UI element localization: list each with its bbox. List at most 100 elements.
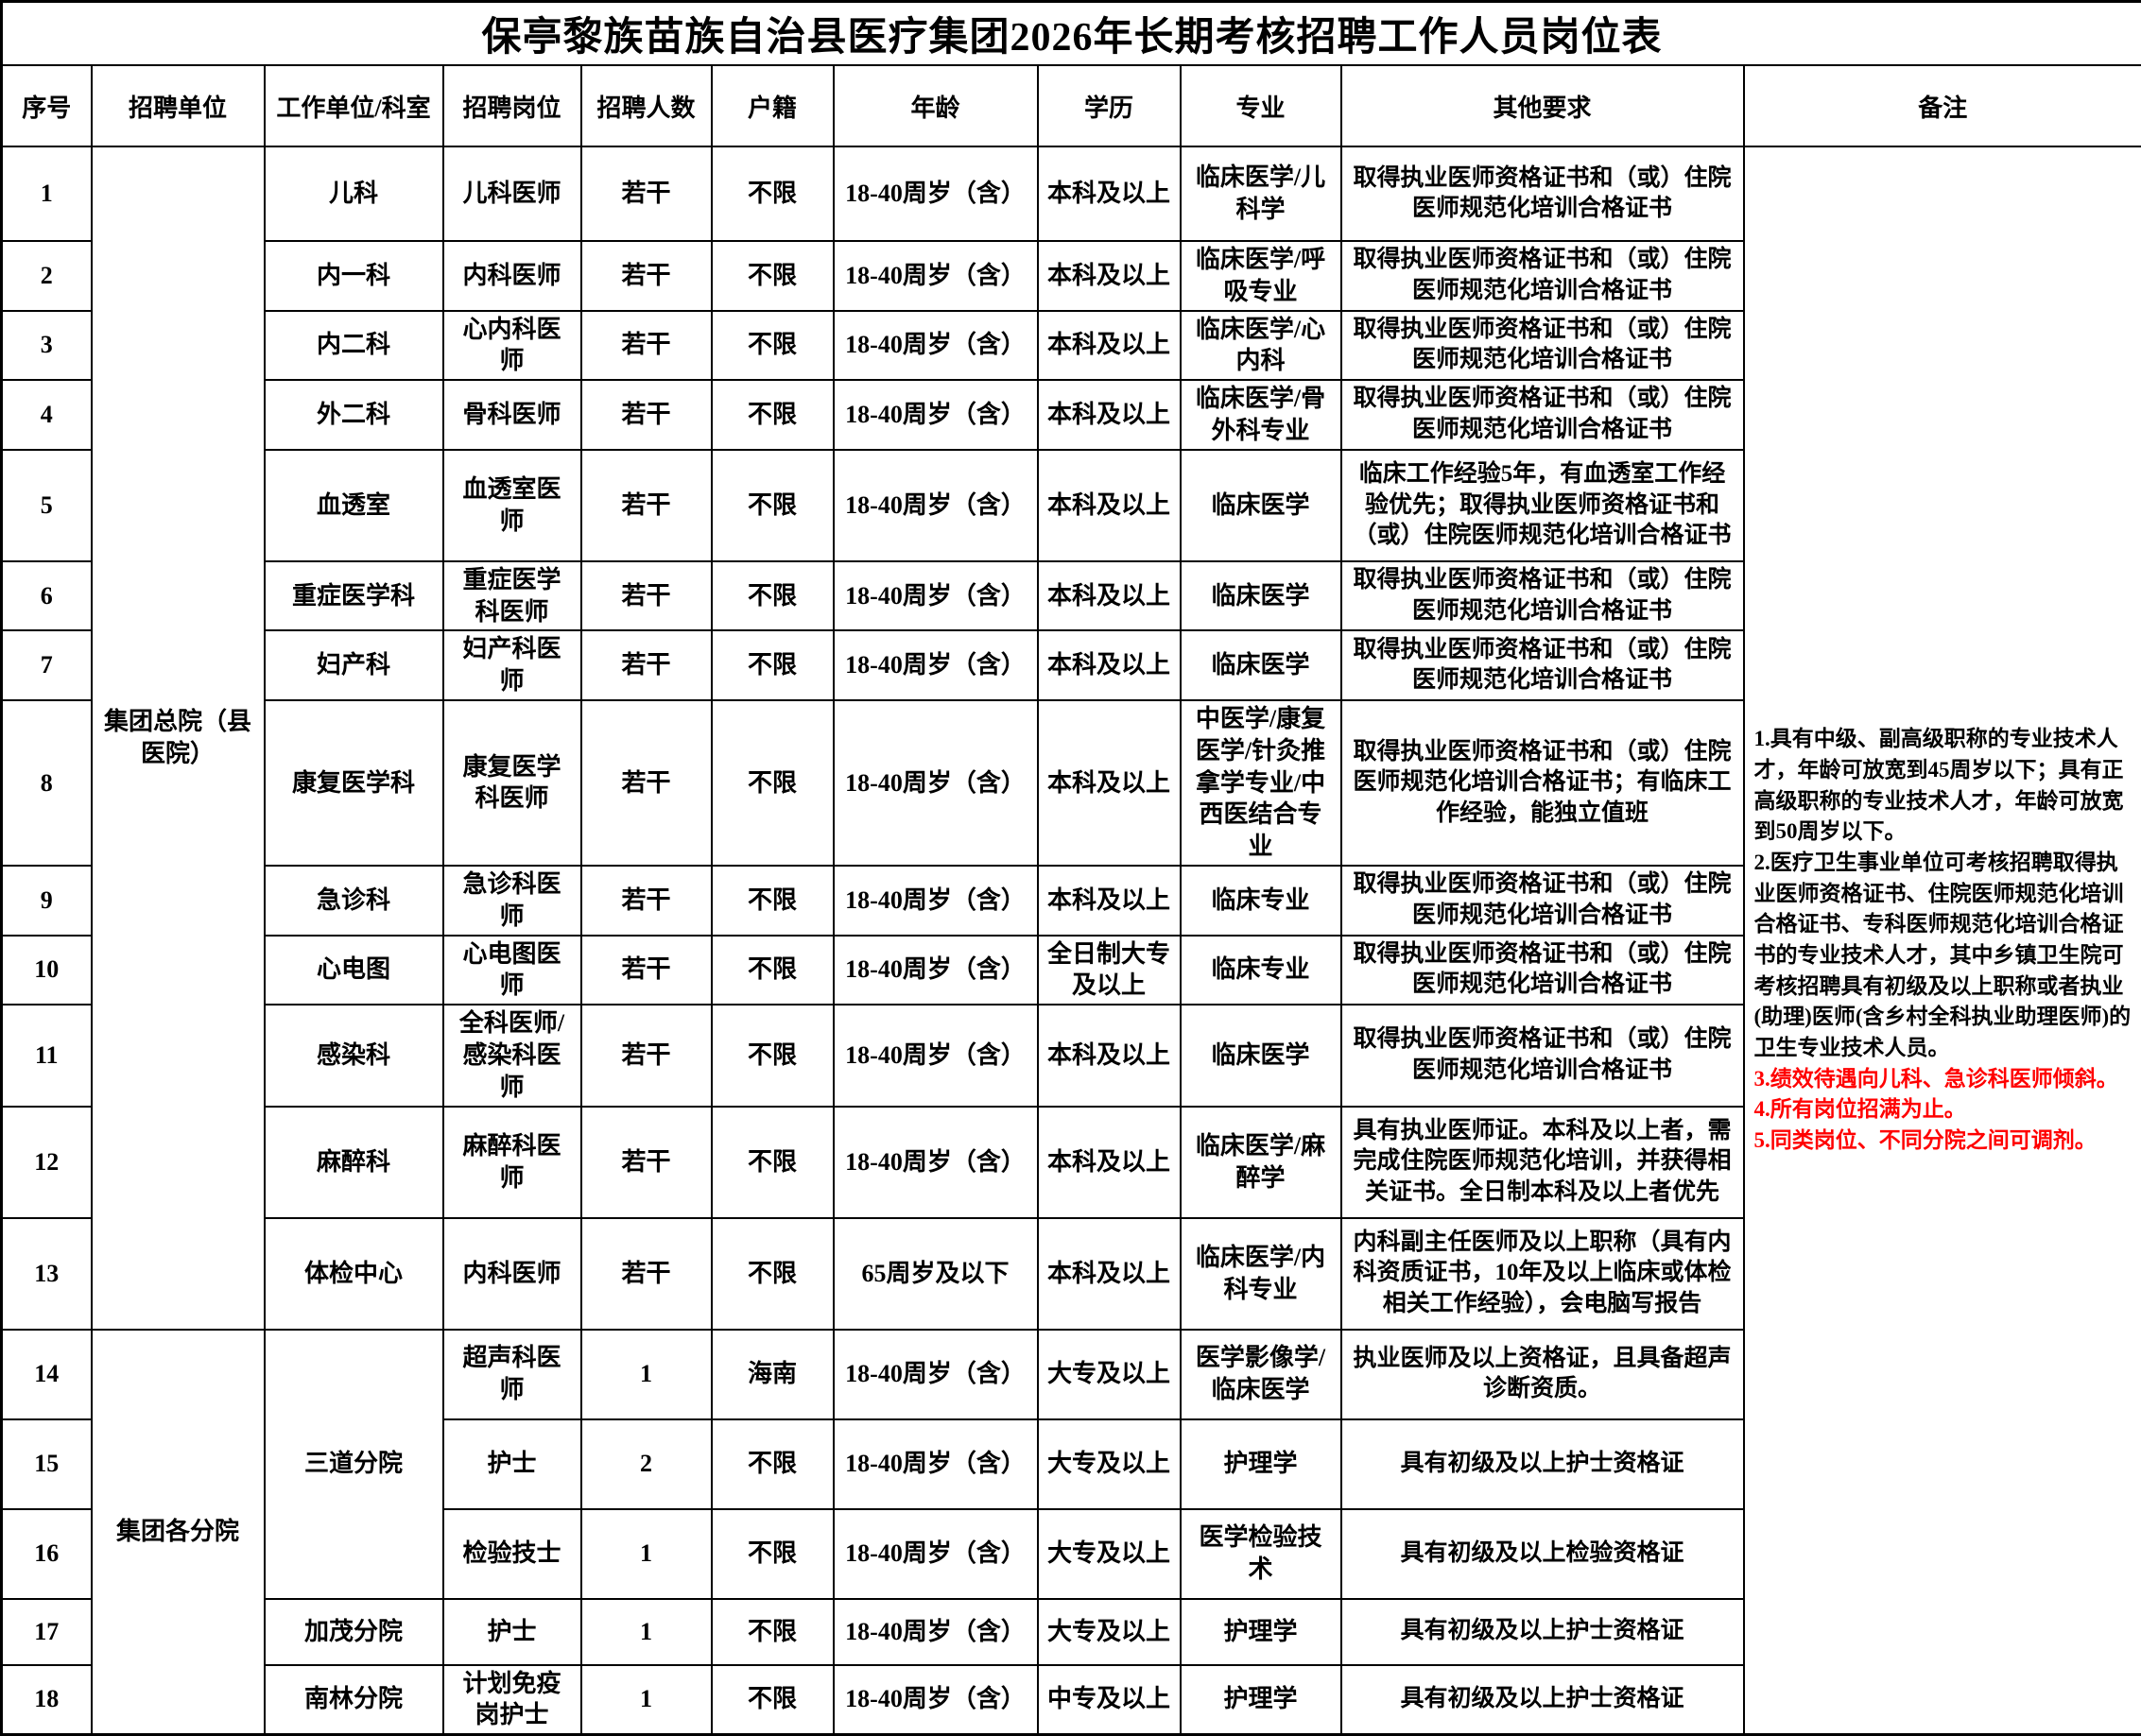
age-cell: 18-40周岁（含） (834, 866, 1038, 936)
requirements-cell: 具有初级及以上检验资格证 (1341, 1509, 1744, 1599)
requirements-cell: 取得执业医师资格证书和（或）住院医师规范化培训合格证书 (1341, 311, 1744, 381)
department-cell: 重症医学科 (265, 561, 443, 631)
remark-item: 5.同类岗位、不同分院之间可调剂。 (1754, 1126, 2132, 1157)
headcount-cell: 若干 (581, 450, 712, 561)
hukou-cell: 不限 (712, 936, 834, 1006)
requirements-cell: 取得执业医师资格证书和（或）住院医师规范化培训合格证书 (1341, 1005, 1744, 1106)
hukou-cell: 不限 (712, 146, 834, 241)
recruit-unit-cell: 集团各分院 (92, 1330, 265, 1735)
index-cell: 12 (2, 1107, 92, 1218)
hukou-cell: 不限 (712, 380, 834, 450)
education-cell: 本科及以上 (1038, 630, 1181, 700)
position-cell: 骨科医师 (443, 380, 581, 450)
headcount-cell: 若干 (581, 630, 712, 700)
age-cell: 18-40周岁（含） (834, 1665, 1038, 1735)
col-header-age: 年龄 (834, 65, 1038, 146)
requirements-cell: 内科副主任医师及以上职称（具有内科资质证书，10年及以上临床或体检相关工作经验）… (1341, 1218, 1744, 1330)
hukou-cell: 不限 (712, 1599, 834, 1665)
col-header-education: 学历 (1038, 65, 1181, 146)
headcount-cell: 若干 (581, 241, 712, 311)
requirements-cell: 取得执业医师资格证书和（或）住院医师规范化培训合格证书 (1341, 561, 1744, 631)
col-header-position: 招聘岗位 (443, 65, 581, 146)
major-cell: 临床医学 (1181, 450, 1341, 561)
position-cell: 血透室医师 (443, 450, 581, 561)
education-cell: 本科及以上 (1038, 561, 1181, 631)
hukou-cell: 不限 (712, 311, 834, 381)
hukou-cell: 不限 (712, 866, 834, 936)
major-cell: 临床医学/骨外科专业 (1181, 380, 1341, 450)
requirements-cell: 具有执业医师证。本科及以上者，需完成住院医师规范化培训，并获得相关证书。全日制本… (1341, 1107, 1744, 1218)
department-cell: 三道分院 (265, 1330, 443, 1599)
position-cell: 内科医师 (443, 1218, 581, 1330)
index-cell: 10 (2, 936, 92, 1006)
requirements-cell: 取得执业医师资格证书和（或）住院医师规范化培训合格证书 (1341, 241, 1744, 311)
major-cell: 临床医学 (1181, 1005, 1341, 1106)
headcount-cell: 1 (581, 1330, 712, 1419)
position-cell: 重症医学科医师 (443, 561, 581, 631)
remark-item: 2.医疗卫生事业单位可考核招聘取得执业医师资格证书、住院医师规范化培训合格证书、… (1754, 848, 2132, 1064)
requirements-cell: 具有初级及以上护士资格证 (1341, 1599, 1744, 1665)
index-cell: 17 (2, 1599, 92, 1665)
requirements-cell: 取得执业医师资格证书和（或）住院医师规范化培训合格证书 (1341, 630, 1744, 700)
education-cell: 本科及以上 (1038, 1005, 1181, 1106)
requirements-cell: 临床工作经验5年，有血透室工作经验优先；取得执业医师资格证书和（或）住院医师规范… (1341, 450, 1744, 561)
headcount-cell: 1 (581, 1665, 712, 1735)
hukou-cell: 不限 (712, 1218, 834, 1330)
hukou-cell: 不限 (712, 241, 834, 311)
major-cell: 医学检验技术 (1181, 1509, 1341, 1599)
position-cell: 内科医师 (443, 241, 581, 311)
headcount-cell: 2 (581, 1419, 712, 1509)
age-cell: 18-40周岁（含） (834, 1005, 1038, 1106)
position-cell: 心内科医师 (443, 311, 581, 381)
department-cell: 加茂分院 (265, 1599, 443, 1665)
headcount-cell: 若干 (581, 146, 712, 241)
major-cell: 护理学 (1181, 1599, 1341, 1665)
age-cell: 18-40周岁（含） (834, 936, 1038, 1006)
department-cell: 心电图 (265, 936, 443, 1006)
major-cell: 临床专业 (1181, 936, 1341, 1006)
col-header-hukou: 户籍 (712, 65, 834, 146)
hukou-cell: 不限 (712, 1107, 834, 1218)
requirements-cell: 取得执业医师资格证书和（或）住院医师规范化培训合格证书 (1341, 866, 1744, 936)
headcount-cell: 若干 (581, 936, 712, 1006)
hukou-cell: 不限 (712, 1419, 834, 1509)
major-cell: 临床医学/内科专业 (1181, 1218, 1341, 1330)
remark-item: 3.绩效待遇向儿科、急诊科医师倾斜。 (1754, 1064, 2132, 1095)
col-header-requirements: 其他要求 (1341, 65, 1744, 146)
requirements-cell: 执业医师及以上资格证，且具备超声诊断资质。 (1341, 1330, 1744, 1419)
hukou-cell: 不限 (712, 1665, 834, 1735)
headcount-cell: 若干 (581, 1107, 712, 1218)
headcount-cell: 若干 (581, 561, 712, 631)
headcount-cell: 1 (581, 1509, 712, 1599)
position-cell: 儿科医师 (443, 146, 581, 241)
department-cell: 内一科 (265, 241, 443, 311)
major-cell: 临床医学 (1181, 561, 1341, 631)
major-cell: 医学影像学/临床医学 (1181, 1330, 1341, 1419)
hukou-cell: 不限 (712, 630, 834, 700)
major-cell: 临床医学/麻醉学 (1181, 1107, 1341, 1218)
index-cell: 16 (2, 1509, 92, 1599)
age-cell: 18-40周岁（含） (834, 1107, 1038, 1218)
index-cell: 6 (2, 561, 92, 631)
education-cell: 本科及以上 (1038, 866, 1181, 936)
position-cell: 麻醉科医师 (443, 1107, 581, 1218)
age-cell: 18-40周岁（含） (834, 450, 1038, 561)
remarks-cell: 1.具有中级、副高级职称的专业技术人才，年龄可放宽到45周岁以下；具有正高级职称… (1744, 146, 2141, 1735)
col-header-headcount: 招聘人数 (581, 65, 712, 146)
index-cell: 14 (2, 1330, 92, 1419)
education-cell: 本科及以上 (1038, 1218, 1181, 1330)
header-row: 序号 招聘单位 工作单位/科室 招聘岗位 招聘人数 户籍 年龄 学历 专业 其他… (2, 65, 2141, 146)
position-cell: 护士 (443, 1599, 581, 1665)
position-cell: 超声科医师 (443, 1330, 581, 1419)
department-cell: 急诊科 (265, 866, 443, 936)
hukou-cell: 不限 (712, 1005, 834, 1106)
headcount-cell: 若干 (581, 311, 712, 381)
index-cell: 5 (2, 450, 92, 561)
hukou-cell: 不限 (712, 450, 834, 561)
remark-item: 1.具有中级、副高级职称的专业技术人才，年龄可放宽到45周岁以下；具有正高级职称… (1754, 724, 2132, 848)
education-cell: 本科及以上 (1038, 241, 1181, 311)
col-header-index: 序号 (2, 65, 92, 146)
